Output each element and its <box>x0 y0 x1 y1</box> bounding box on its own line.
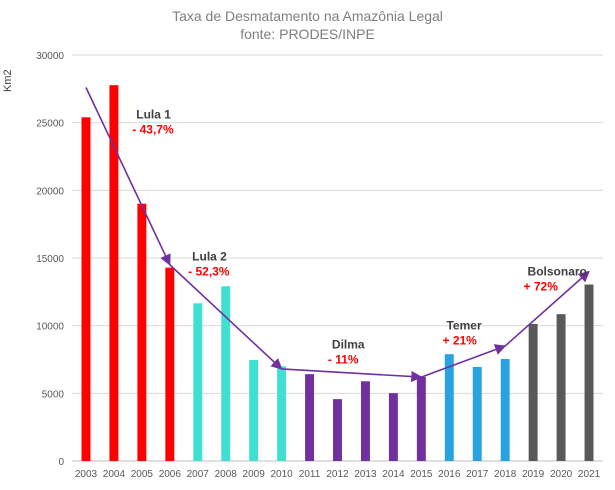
bar <box>528 323 538 461</box>
x-tick-label: 2008 <box>215 469 238 480</box>
chart-subtitle: fonte: PRODES/INPE <box>240 26 375 42</box>
annotation-name: Bolsonaro <box>528 265 587 279</box>
y-tick-label: 5000 <box>42 389 65 400</box>
x-tick-label: 2015 <box>410 469 433 480</box>
bar <box>388 393 398 461</box>
x-tick-label: 2009 <box>243 469 266 480</box>
x-tick-label: 2007 <box>187 469 210 480</box>
annotation-change: + 72% <box>524 280 559 294</box>
x-tick-label: 2005 <box>131 469 154 480</box>
y-tick-label: 15000 <box>36 254 64 265</box>
bar <box>277 366 287 461</box>
x-tick-label: 2019 <box>522 469 545 480</box>
annotation-change: + 21% <box>442 334 477 348</box>
x-tick-label: 2013 <box>354 469 377 480</box>
y-tick-label: 30000 <box>36 51 64 62</box>
x-tick-label: 2012 <box>326 469 349 480</box>
annotation-name: Temer <box>446 319 481 333</box>
bar <box>500 359 510 461</box>
trend-arrow <box>85 87 171 266</box>
annotation-name: Lula 1 <box>136 108 171 122</box>
x-tick-label: 2020 <box>550 469 573 480</box>
x-tick-label: 2016 <box>438 469 461 480</box>
x-tick-label: 2021 <box>578 469 601 480</box>
annotation-name: Lula 2 <box>192 250 227 264</box>
annotations: Lula 1- 43,7% Lula 2- 52,3% Dilma- 11% Teme… <box>132 108 587 367</box>
x-tick-label: 2011 <box>299 469 321 480</box>
bar <box>416 376 426 461</box>
bar <box>444 354 454 461</box>
x-axis-ticks: 2003 2004 2005 2006 2007 2008 2009 2010 2011 2012… <box>75 469 601 480</box>
annotation-name: Dilma <box>332 338 365 352</box>
trend-arrow <box>504 270 590 347</box>
gridlines <box>72 54 603 462</box>
chart-title: Taxa de Desmatamento na Amazônia Legal <box>172 8 443 24</box>
annotation-change: - 11% <box>328 353 359 367</box>
x-tick-label: 2018 <box>494 469 517 480</box>
x-tick-label: 2010 <box>270 469 293 480</box>
bars <box>81 85 594 462</box>
bar <box>249 359 259 461</box>
bar <box>584 284 594 461</box>
bar <box>165 267 175 461</box>
bar <box>109 85 119 461</box>
x-tick-label: 2003 <box>75 469 98 480</box>
y-tick-label: 0 <box>58 457 64 468</box>
y-axis-ticks: 0 5000 10000 15000 20000 25000 30000 <box>36 51 64 468</box>
x-tick-label: 2004 <box>103 469 126 480</box>
trend-arrow <box>169 264 283 370</box>
bar <box>305 374 315 461</box>
trend-arrows <box>85 87 590 383</box>
x-tick-label: 2014 <box>382 469 405 480</box>
x-tick-label: 2006 <box>159 469 182 480</box>
y-tick-label: 20000 <box>36 186 64 197</box>
y-tick-label: 25000 <box>36 119 64 130</box>
annotation-change: - 52,3% <box>188 265 230 279</box>
bar <box>360 381 370 461</box>
bar <box>472 366 482 461</box>
bar <box>556 314 566 461</box>
trend-arrow <box>281 368 423 383</box>
annotation-change: - 43,7% <box>132 123 174 137</box>
y-tick-label: 10000 <box>36 322 64 333</box>
bar <box>137 203 147 462</box>
trend-arrow <box>421 344 507 378</box>
bar <box>193 303 203 461</box>
bar <box>221 286 231 461</box>
x-tick-label: 2017 <box>466 469 489 480</box>
bar <box>81 117 91 461</box>
bar <box>333 399 342 461</box>
